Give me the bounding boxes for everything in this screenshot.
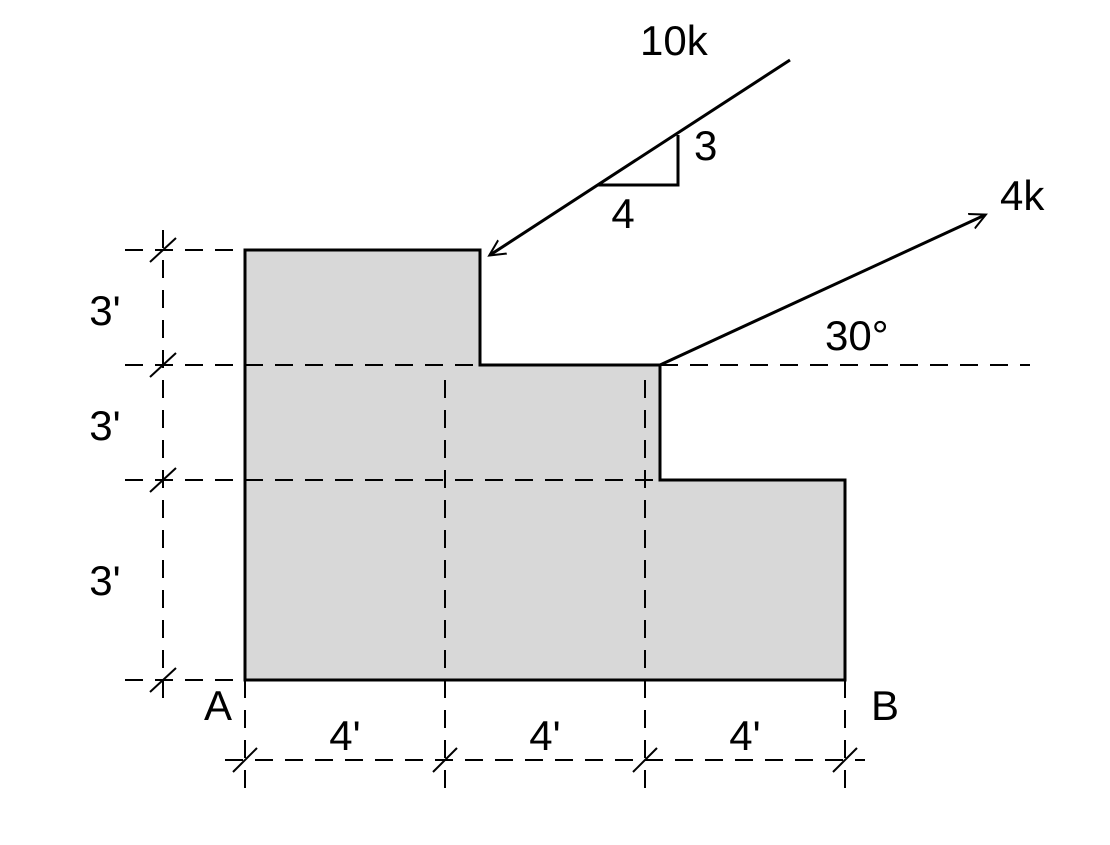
dim-col3: 4' [729, 712, 760, 759]
force-4k [660, 215, 985, 365]
label-force1: 10k [640, 17, 709, 64]
dim-col1: 4' [329, 712, 360, 759]
label-B: B [871, 682, 899, 729]
dim-row1: 3' [89, 287, 120, 334]
dim-col2: 4' [529, 712, 560, 759]
stepped-shape [245, 250, 845, 680]
label-A: A [204, 682, 232, 729]
label-force2: 4k [1000, 172, 1045, 219]
label-force1-rise: 3 [694, 122, 717, 169]
dim-row2: 3' [89, 402, 120, 449]
label-force2-angle: 30° [825, 312, 889, 359]
force-10k [490, 60, 790, 255]
diagram-canvas: 10k 3 4 4k 30° A B 3' 3' 3' 4' 4' 4' [0, 0, 1110, 845]
label-force1-run: 4 [611, 190, 634, 237]
dim-row3: 3' [89, 557, 120, 604]
